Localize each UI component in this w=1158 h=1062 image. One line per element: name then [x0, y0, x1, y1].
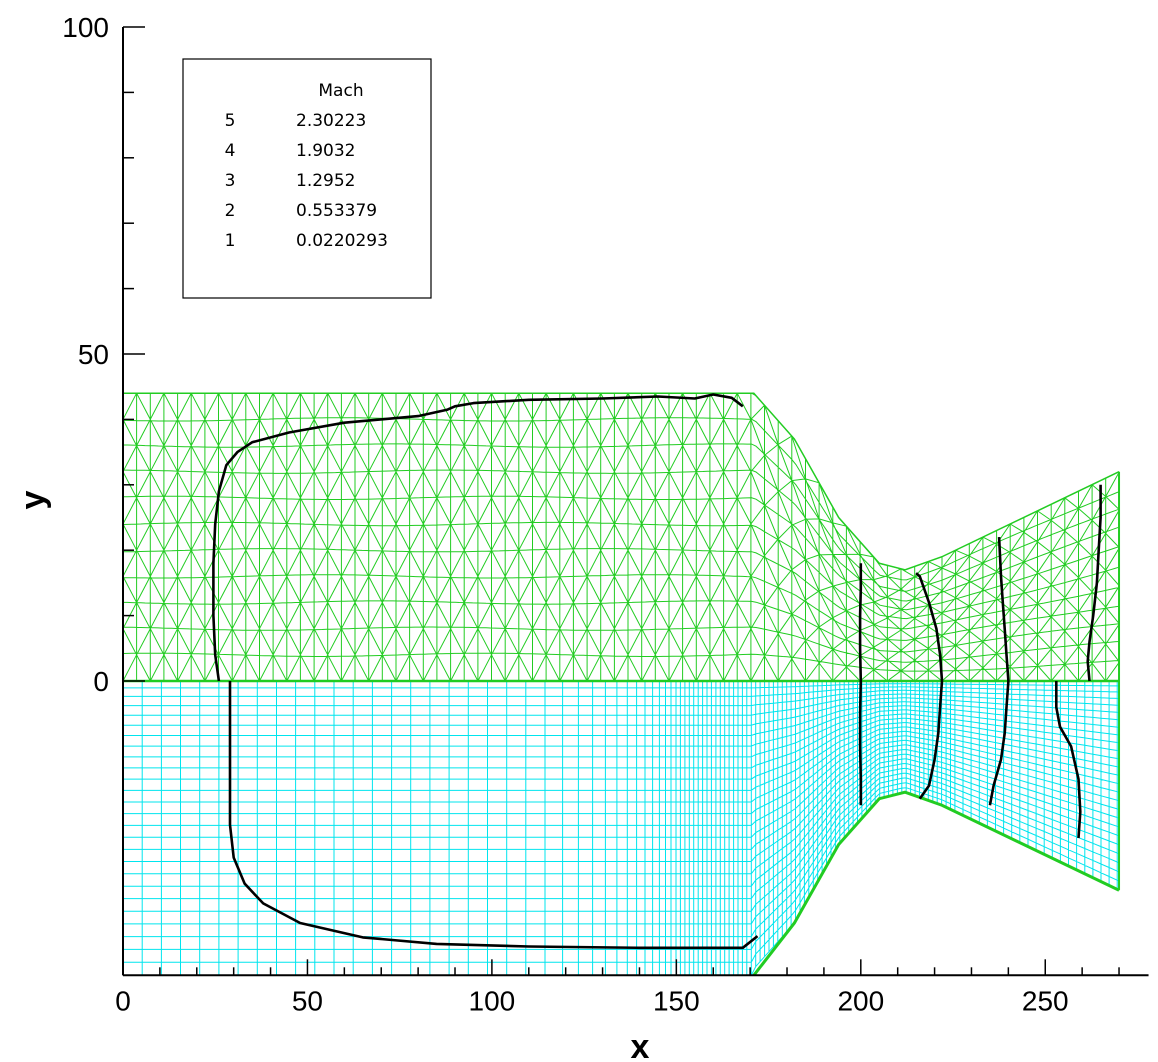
legend-level: 3	[225, 171, 236, 191]
legend-entry: 2 0.553379	[225, 201, 378, 221]
mach-contour-line	[997, 537, 1010, 682]
legend-level: 2	[225, 201, 236, 221]
x-tick-label: 0	[115, 985, 131, 1016]
legend-value: 2.30223	[296, 111, 366, 131]
mach-contour-line	[858, 563, 863, 682]
axes: 0 50 100 150 200 250 0 50 100	[62, 12, 1149, 1016]
legend-value: 1.2952	[296, 171, 355, 191]
y-tick-label: 50	[78, 339, 109, 370]
triangular-mesh-lines	[123, 393, 1120, 681]
x-tick-label: 150	[653, 985, 700, 1016]
legend-value: 1.9032	[296, 141, 355, 161]
structured-mesh-lines	[123, 681, 1120, 976]
legend-level: 5	[225, 111, 236, 131]
mach-contour-line	[858, 680, 863, 806]
legend-entry: 5 2.30223	[225, 111, 367, 131]
triangular-mesh-upper	[123, 393, 1120, 681]
mach-contour-line	[1086, 484, 1102, 682]
x-axis-title: x	[631, 1028, 650, 1062]
legend-level: 1	[225, 231, 236, 251]
legend-entry: 4 1.9032	[225, 141, 356, 161]
legend-entry: 1 0.0220293	[225, 231, 388, 251]
legend-level: 4	[225, 141, 236, 161]
mach-contour-line	[212, 393, 744, 682]
legend-title: Mach	[318, 81, 363, 101]
lower-wall	[752, 790, 1120, 977]
mach-contour-line	[915, 572, 944, 682]
x-tick-label: 200	[837, 985, 884, 1016]
mach-contour-line	[988, 680, 1010, 806]
mach-contour-line	[918, 680, 944, 800]
legend: Mach 5 2.30223 4 1.9032 3 1.2952 2 0.553…	[182, 58, 432, 299]
legend-value: 0.0220293	[296, 231, 388, 251]
y-tick-label: 0	[93, 666, 109, 697]
legend-value: 0.553379	[296, 201, 377, 221]
legend-box	[182, 58, 432, 299]
x-tick-label: 50	[292, 985, 323, 1016]
mach-contour-line	[1055, 681, 1082, 839]
mach-contour-line	[228, 681, 759, 950]
domain-boundaries	[123, 392, 1121, 977]
y-axis-title: y	[14, 490, 52, 509]
y-tick-label: 100	[62, 12, 109, 43]
legend-entry: 3 1.2952	[225, 171, 356, 191]
structured-mesh-lower	[123, 681, 1120, 976]
x-tick-label: 250	[1022, 985, 1069, 1016]
mach-contours	[212, 393, 1102, 950]
x-tick-label: 100	[469, 985, 516, 1016]
upper-wall	[123, 392, 1120, 571]
